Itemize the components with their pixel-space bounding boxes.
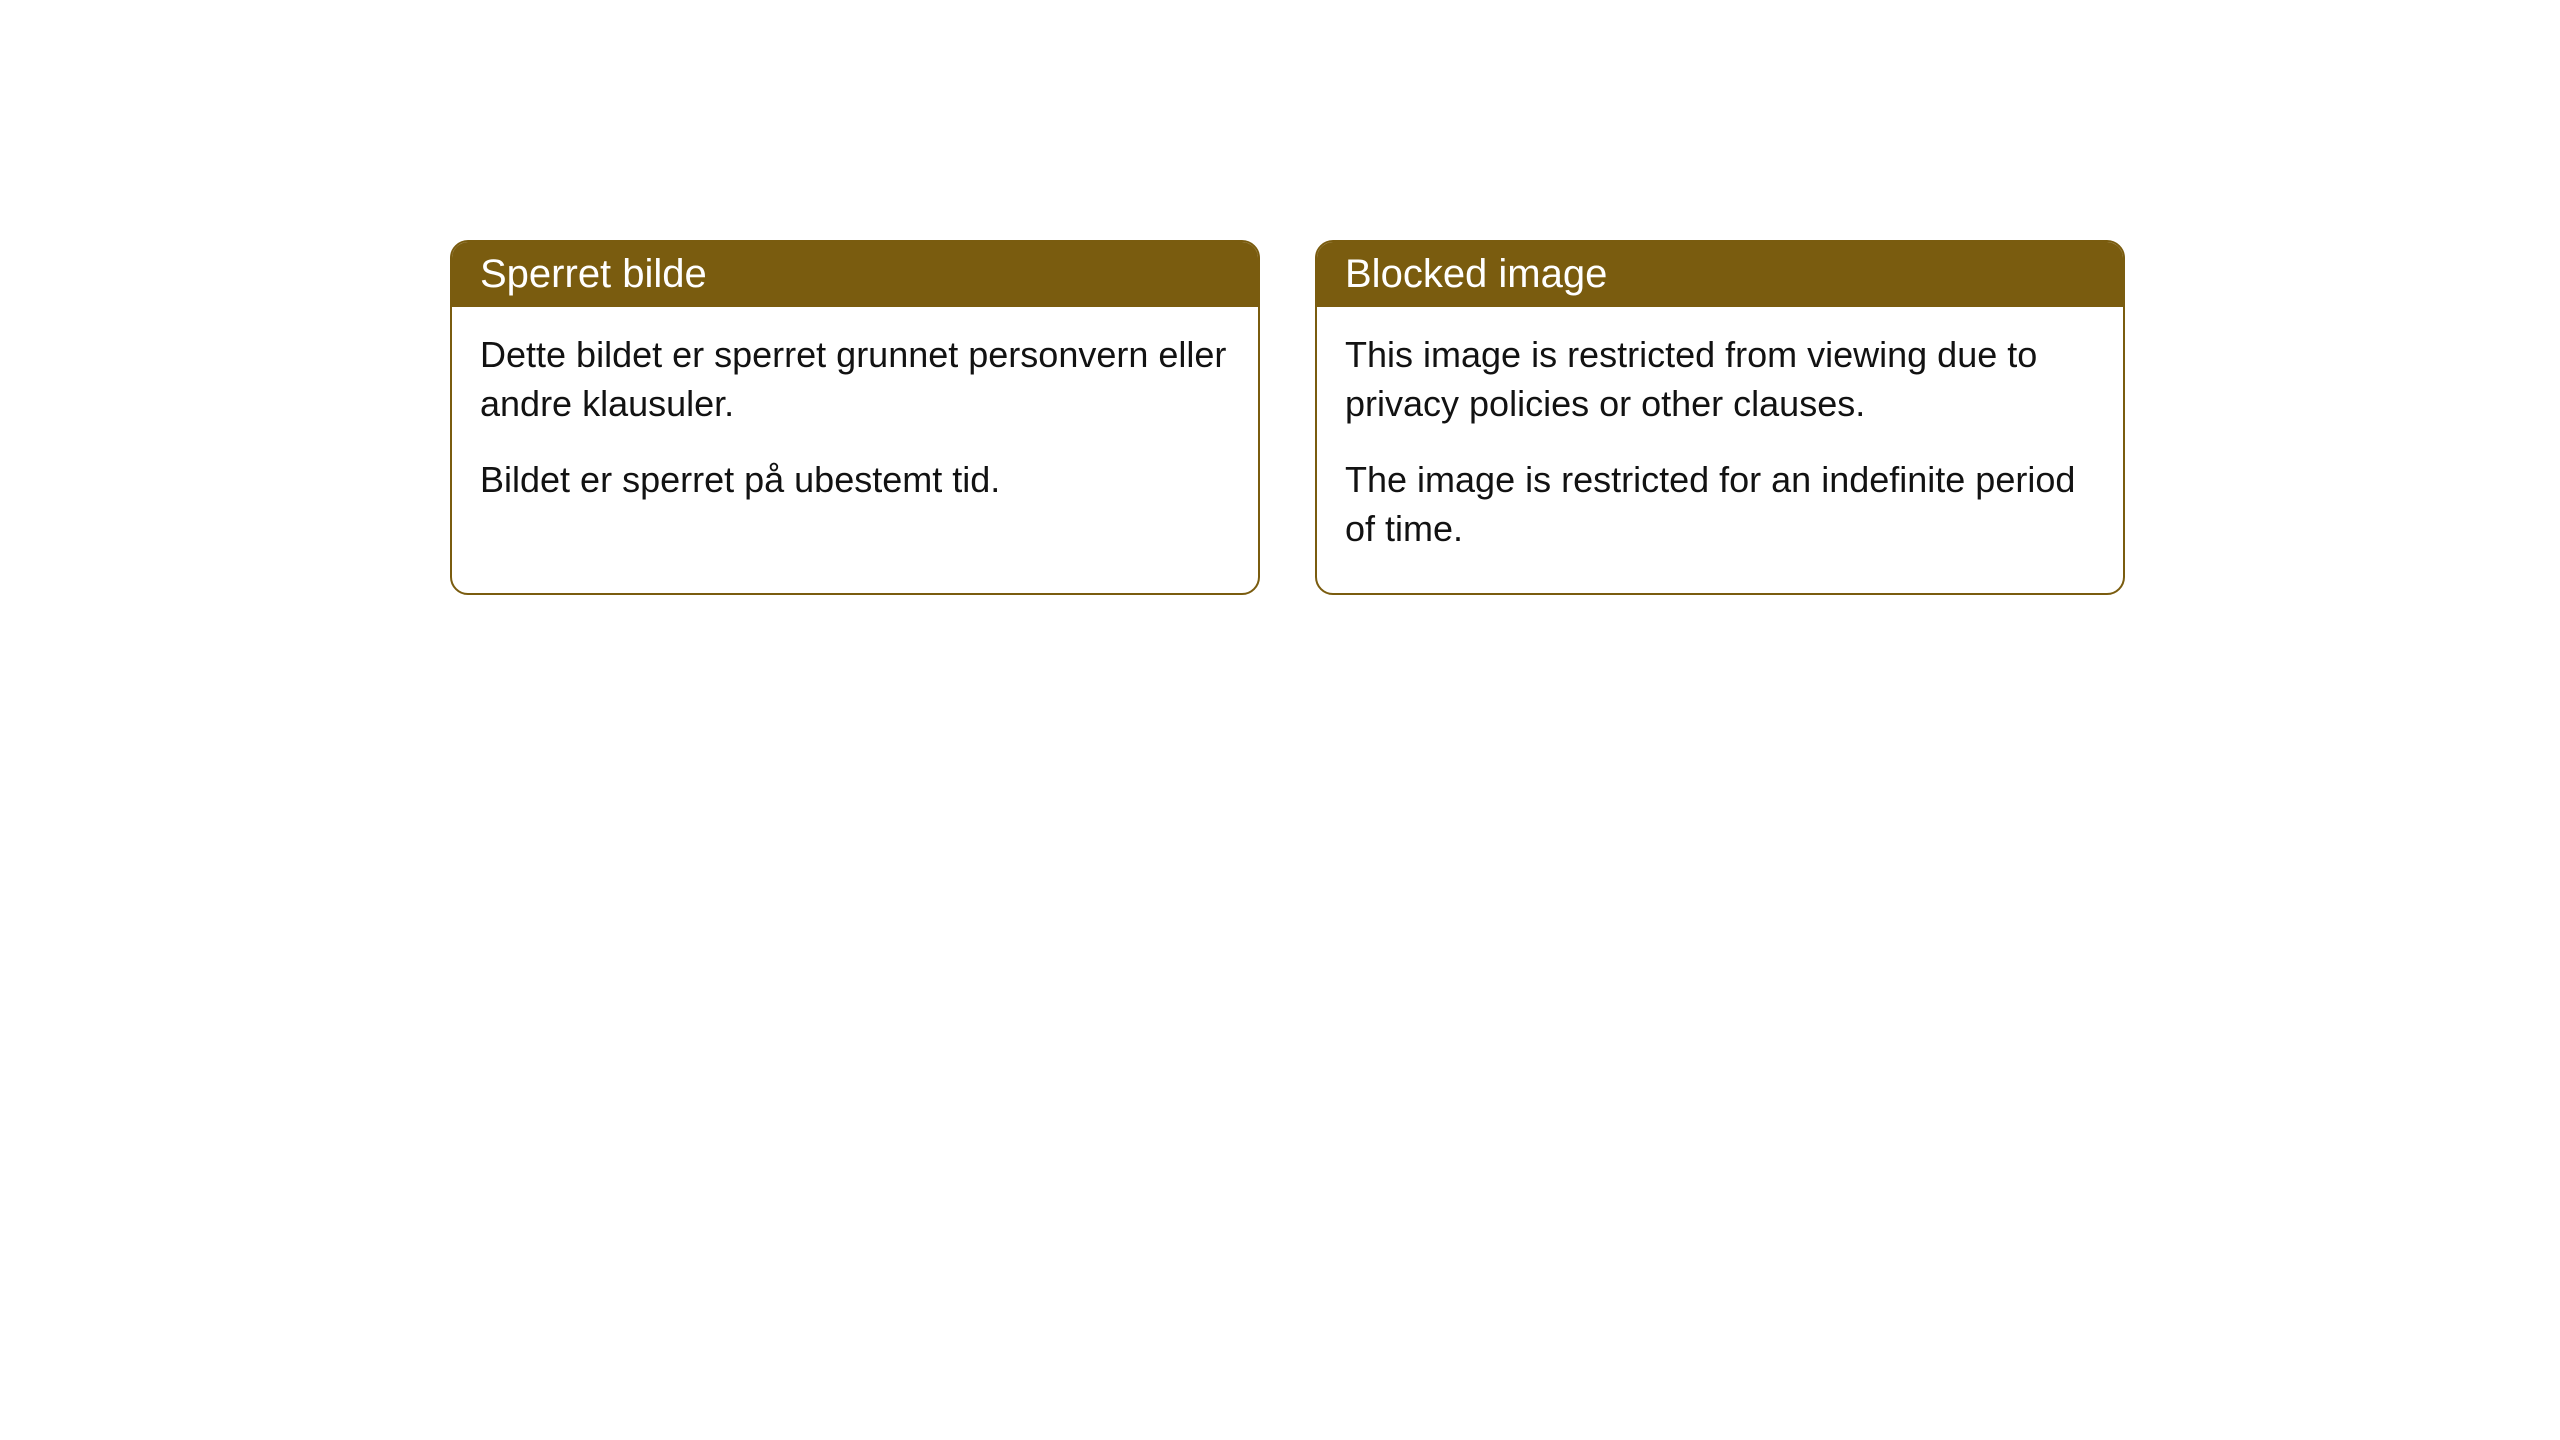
notice-card-english: Blocked image This image is restricted f… (1315, 240, 2125, 595)
notice-paragraph: Bildet er sperret på ubestemt tid. (480, 456, 1230, 505)
notice-header: Blocked image (1317, 242, 2123, 307)
notice-header: Sperret bilde (452, 242, 1258, 307)
notice-paragraph: Dette bildet er sperret grunnet personve… (480, 331, 1230, 428)
notice-paragraph: This image is restricted from viewing du… (1345, 331, 2095, 428)
notice-cards-container: Sperret bilde Dette bildet er sperret gr… (450, 240, 2125, 595)
notice-body: This image is restricted from viewing du… (1317, 307, 2123, 593)
notice-paragraph: The image is restricted for an indefinit… (1345, 456, 2095, 553)
notice-card-norwegian: Sperret bilde Dette bildet er sperret gr… (450, 240, 1260, 595)
notice-body: Dette bildet er sperret grunnet personve… (452, 307, 1258, 545)
